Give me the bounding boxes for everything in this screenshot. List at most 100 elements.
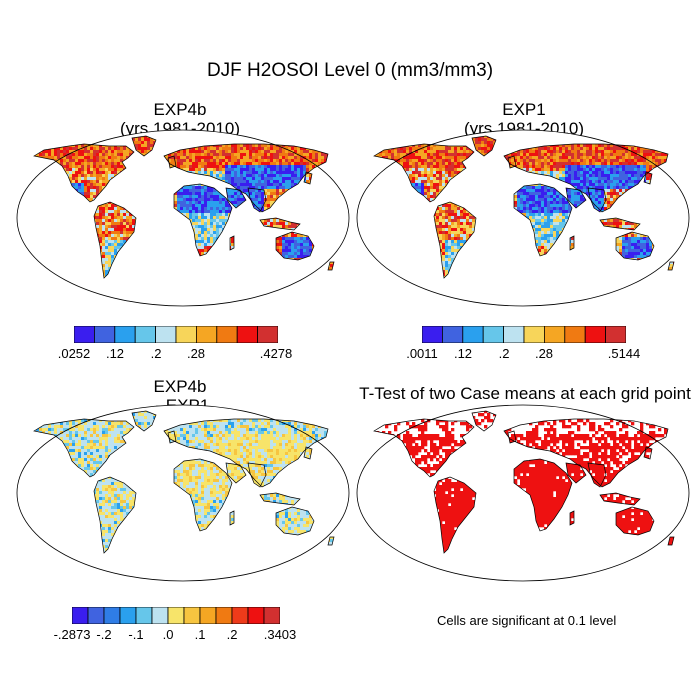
panel3-colorbar-label: .3403 bbox=[264, 627, 297, 642]
colorbar-bin bbox=[263, 607, 280, 624]
greenland-coastline bbox=[471, 135, 497, 157]
panel2-colorbar-label: .2 bbox=[499, 346, 510, 361]
significance-note: Cells are significant at 0.1 level bbox=[437, 613, 616, 628]
australia-coastline bbox=[615, 506, 655, 536]
indonesia-coastline bbox=[599, 492, 641, 506]
madagascar-coastline bbox=[229, 235, 235, 251]
colorbar-bin bbox=[523, 326, 545, 343]
colorbar-bin bbox=[544, 326, 566, 343]
panel3-title-line1: EXP4b bbox=[60, 377, 300, 396]
colorbar-bin bbox=[87, 607, 105, 624]
colorbar-bin bbox=[183, 607, 201, 624]
greenland-coastline bbox=[131, 410, 157, 432]
panel1-colorbar-label: .28 bbox=[187, 346, 205, 361]
panel3-colorbar-label: -.1 bbox=[128, 627, 143, 642]
north-america-coastline bbox=[373, 143, 475, 203]
new-zealand-coastline bbox=[327, 536, 335, 546]
colorbar-bin bbox=[93, 326, 116, 343]
panel3-colorbar-label: -.2873 bbox=[54, 627, 91, 642]
colorbar-bin bbox=[74, 326, 95, 343]
panel1-colorbar-label: .0252 bbox=[58, 346, 91, 361]
south-america-coastline bbox=[93, 201, 137, 279]
map-frame bbox=[356, 404, 690, 582]
australia-coastline bbox=[615, 231, 655, 261]
panel2-colorbar bbox=[422, 326, 626, 343]
panel2-colorbar-label: .12 bbox=[454, 346, 472, 361]
india-coastline bbox=[587, 187, 607, 213]
panel3-colorbar bbox=[72, 607, 280, 624]
map-frame bbox=[16, 404, 350, 582]
madagascar-coastline bbox=[229, 510, 235, 526]
north-america-coastline bbox=[33, 143, 135, 203]
uk-coastline bbox=[167, 430, 177, 444]
colorbar-bin bbox=[135, 607, 153, 624]
colorbar-bin bbox=[215, 607, 233, 624]
uk-coastline bbox=[167, 155, 177, 169]
panel1-title-line1: EXP4b bbox=[60, 100, 300, 119]
japan-coastline bbox=[643, 171, 653, 185]
panel4-title-line1: T-Test of two Case means at each grid po… bbox=[340, 384, 700, 403]
madagascar-coastline bbox=[569, 235, 575, 251]
north-america-coastline bbox=[33, 418, 135, 478]
japan-coastline bbox=[303, 446, 313, 460]
panel1-map bbox=[16, 129, 350, 307]
colorbar-bin bbox=[247, 607, 265, 624]
panel3-map bbox=[16, 404, 350, 582]
africa-coastline bbox=[513, 183, 573, 257]
panel3-colorbar-label: .1 bbox=[195, 627, 206, 642]
panel2-colorbar-label: .0011 bbox=[406, 346, 438, 361]
south-america-coastline bbox=[433, 476, 477, 554]
colorbar-bin bbox=[503, 326, 525, 343]
main-title: DJF H2OSOI Level 0 (mm3/mm3) bbox=[0, 60, 700, 82]
africa-coastline bbox=[173, 183, 233, 257]
map-frame bbox=[356, 129, 690, 307]
north-america-coastline bbox=[373, 418, 475, 478]
panel2-colorbar-label: .28 bbox=[535, 346, 553, 361]
colorbar-bin bbox=[462, 326, 484, 343]
panel2-title-line1: EXP1 bbox=[404, 100, 644, 119]
panel1-colorbar-label: .4278 bbox=[260, 346, 293, 361]
japan-coastline bbox=[303, 171, 313, 185]
colorbar-bin bbox=[199, 607, 217, 624]
panel3-colorbar-label: -.2 bbox=[96, 627, 111, 642]
greenland-coastline bbox=[131, 135, 157, 157]
arabia-coastline bbox=[225, 187, 247, 209]
new-zealand-coastline bbox=[667, 261, 675, 271]
panel4-map bbox=[356, 404, 690, 582]
colorbar-bin bbox=[231, 607, 249, 624]
colorbar-bin bbox=[175, 326, 197, 343]
colorbar-bin bbox=[605, 326, 626, 343]
india-coastline bbox=[247, 187, 267, 213]
arabia-coastline bbox=[565, 187, 587, 209]
colorbar-bin bbox=[134, 326, 157, 343]
madagascar-coastline bbox=[569, 510, 575, 526]
south-america-coastline bbox=[433, 201, 477, 279]
colorbar-bin bbox=[584, 326, 606, 343]
africa-coastline bbox=[173, 458, 233, 532]
arabia-coastline bbox=[225, 462, 247, 484]
indonesia-coastline bbox=[259, 217, 301, 231]
panel3-colorbar-label: .2 bbox=[227, 627, 238, 642]
africa-coastline bbox=[513, 458, 573, 532]
colorbar-bin bbox=[441, 326, 464, 343]
colorbar-bin bbox=[72, 607, 89, 624]
uk-coastline bbox=[507, 155, 517, 169]
panel1-colorbar-label: .2 bbox=[151, 346, 162, 361]
south-america-coastline bbox=[93, 476, 137, 554]
colorbar-bin bbox=[196, 326, 218, 343]
colorbar-bin bbox=[114, 326, 136, 343]
japan-coastline bbox=[643, 446, 653, 460]
colorbar-bin bbox=[103, 607, 121, 624]
colorbar-bin bbox=[564, 326, 586, 343]
panel2-colorbar-label: .5144 bbox=[608, 346, 641, 361]
colorbar-bin bbox=[151, 607, 169, 624]
arabia-coastline bbox=[565, 462, 587, 484]
indonesia-coastline bbox=[599, 217, 641, 231]
map-frame bbox=[16, 129, 350, 307]
colorbar-bin bbox=[482, 326, 505, 343]
indonesia-coastline bbox=[259, 492, 301, 506]
australia-coastline bbox=[275, 231, 315, 261]
uk-coastline bbox=[507, 430, 517, 444]
colorbar-bin bbox=[257, 326, 278, 343]
panel3-colorbar-label: .0 bbox=[163, 627, 174, 642]
